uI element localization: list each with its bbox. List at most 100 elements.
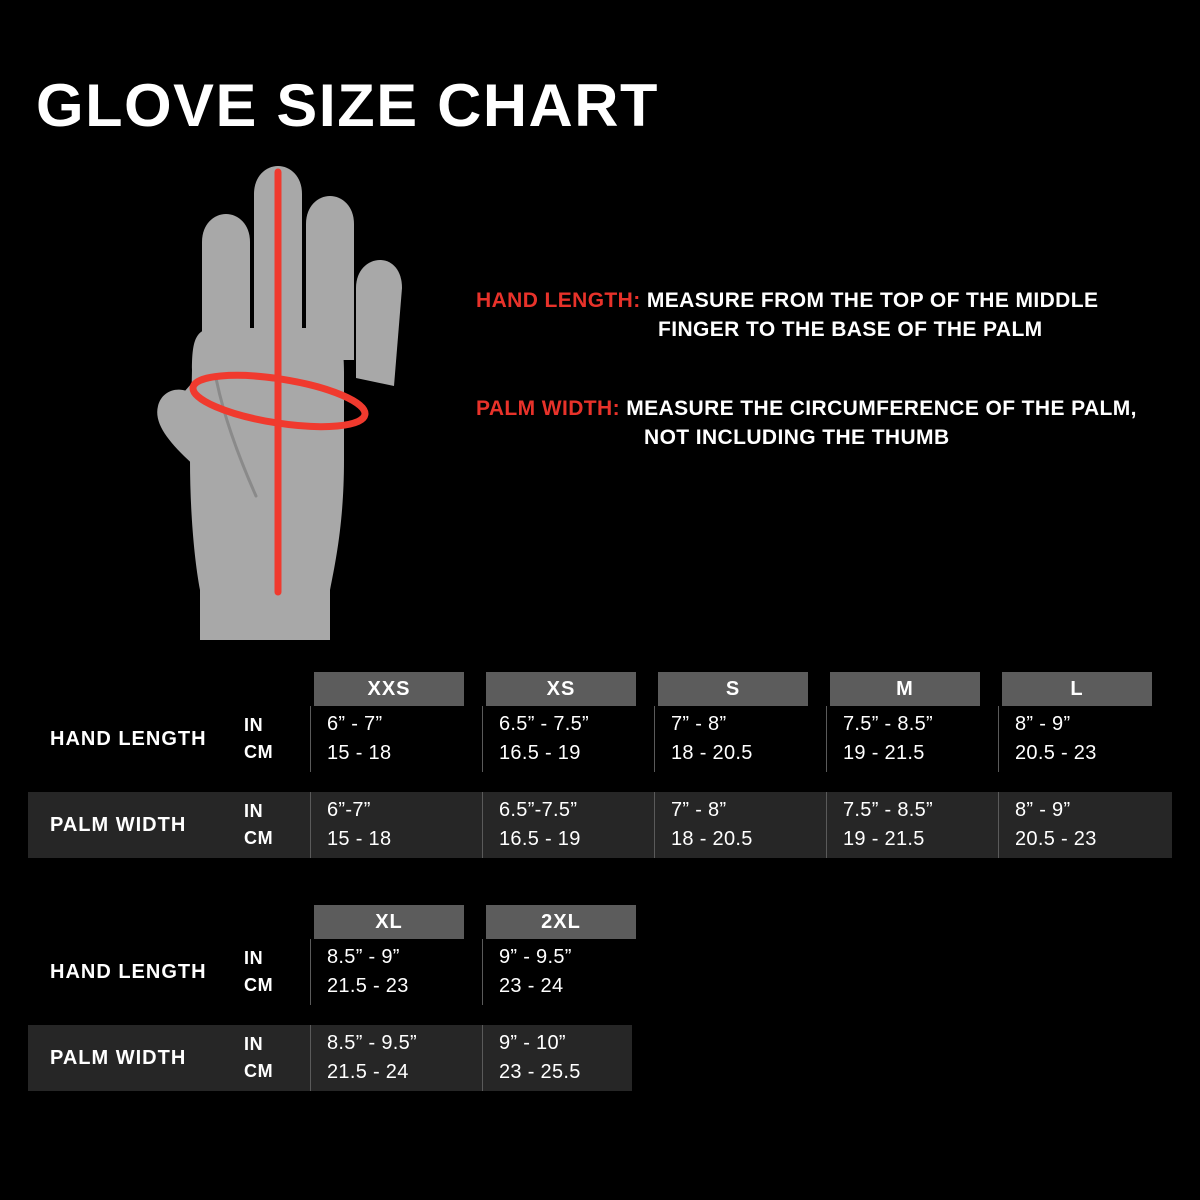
size-header-cell: L: [998, 672, 1170, 706]
legend-line-3: PALM WIDTH: MEASURE THE CIRCUMFERENCE OF…: [476, 394, 1176, 423]
size-table-extended: XL 2XL HAND LENGTH IN CM 8.5” - 9” 21.5 …: [28, 905, 636, 1091]
cell-value-cm: 18 - 20.5: [671, 828, 753, 850]
cell-value-cm: 16.5 - 19: [499, 742, 581, 764]
size-table-primary: XXS XS S M L HAND LENGTH IN CM 6” - 7” 1…: [28, 672, 1172, 858]
cell-value-cm: 15 - 18: [327, 828, 392, 850]
row-units: IN CM: [244, 939, 310, 1005]
cell-value-in: 7” - 8”: [671, 799, 727, 821]
size-header-cell: XL: [310, 905, 482, 939]
table-cell: 8” - 9” 20.5 - 23: [998, 706, 1170, 772]
legend-label-palm-width: PALM WIDTH:: [476, 397, 620, 420]
table-cell: 6.5” - 7.5” 16.5 - 19: [482, 706, 654, 772]
legend-label-hand-length: HAND LENGTH:: [476, 289, 641, 312]
cell-value-in: 8” - 9”: [1015, 799, 1071, 821]
cell-value-cm: 19 - 21.5: [843, 828, 925, 850]
table-cell: 8.5” - 9.5” 21.5 - 24: [310, 1025, 482, 1091]
header-spacer-label: [28, 905, 244, 939]
measurement-legend: HAND LENGTH: MEASURE FROM THE TOP OF THE…: [476, 286, 1176, 502]
size-header-cell: XS: [482, 672, 654, 706]
cell-value-cm: 15 - 18: [327, 742, 392, 764]
size-header-label: M: [830, 672, 980, 706]
cell-value-in: 8.5” - 9”: [327, 946, 400, 968]
cell-value-in: 8” - 9”: [1015, 713, 1071, 735]
cell-value-in: 6.5”-7.5”: [499, 799, 578, 821]
size-header-cell: M: [826, 672, 998, 706]
header-spacer-unit: [244, 905, 310, 939]
legend-line-1: HAND LENGTH: MEASURE FROM THE TOP OF THE…: [476, 286, 1176, 315]
cell-value-in: 6” - 7”: [327, 713, 383, 735]
table-cell: 8.5” - 9” 21.5 - 23: [310, 939, 482, 1005]
size-header-label: 2XL: [486, 905, 636, 939]
unit-in: IN: [244, 948, 264, 968]
cell-value-cm: 23 - 24: [499, 975, 564, 997]
table-header-row: XXS XS S M L: [28, 672, 1172, 706]
legend-text-hand-length-1: MEASURE FROM THE TOP OF THE MIDDLE: [646, 289, 1099, 312]
row-units: IN CM: [244, 706, 310, 772]
hand-illustration-svg: [157, 166, 402, 640]
cell-value-cm: 21.5 - 24: [327, 1061, 409, 1083]
row-divider: [28, 772, 1172, 792]
cell-value-cm: 20.5 - 23: [1015, 742, 1097, 764]
cell-value-in: 8.5” - 9.5”: [327, 1032, 417, 1054]
unit-cm: CM: [244, 742, 274, 762]
size-header-cell: S: [654, 672, 826, 706]
legend-text-palm-width-2: NOT INCLUDING THE THUMB: [644, 426, 950, 449]
table-row: PALM WIDTH IN CM 6”-7” 15 - 18 6.5”-7.5”…: [28, 792, 1172, 858]
table-cell: 9” - 10” 23 - 25.5: [482, 1025, 654, 1091]
table-cell: 7” - 8” 18 - 20.5: [654, 706, 826, 772]
unit-in: IN: [244, 1034, 264, 1054]
row-label: PALM WIDTH: [50, 1046, 187, 1069]
hand-silhouette: [157, 166, 402, 640]
legend-text-hand-length-2: FINGER TO THE BASE OF THE PALM: [658, 318, 1043, 341]
table-cell: 8” - 9” 20.5 - 23: [998, 792, 1170, 858]
cell-value-cm: 20.5 - 23: [1015, 828, 1097, 850]
legend-hand-length: HAND LENGTH: MEASURE FROM THE TOP OF THE…: [476, 286, 1176, 344]
row-label: HAND LENGTH: [50, 727, 207, 750]
header-spacer-label: [28, 672, 244, 706]
unit-cm: CM: [244, 975, 274, 995]
table-cell: 6.5”-7.5” 16.5 - 19: [482, 792, 654, 858]
cell-value-in: 6.5” - 7.5”: [499, 713, 589, 735]
cell-value-in: 7.5” - 8.5”: [843, 713, 933, 735]
cell-value-in: 9” - 9.5”: [499, 946, 572, 968]
hand-diagram: [140, 160, 460, 660]
row-label: PALM WIDTH: [50, 813, 187, 836]
unit-cm: CM: [244, 828, 274, 848]
row-label: HAND LENGTH: [50, 960, 207, 983]
size-header-label: L: [1002, 672, 1152, 706]
table-cell: 6” - 7” 15 - 18: [310, 706, 482, 772]
cell-value-cm: 18 - 20.5: [671, 742, 753, 764]
table-header-row: XL 2XL: [28, 905, 636, 939]
header-spacer-unit: [244, 672, 310, 706]
row-units: IN CM: [244, 1025, 310, 1091]
size-header-label: XS: [486, 672, 636, 706]
legend-line-2: FINGER TO THE BASE OF THE PALM: [476, 315, 1176, 344]
legend-line-4: NOT INCLUDING THE THUMB: [476, 423, 1176, 452]
cell-value-cm: 23 - 25.5: [499, 1061, 581, 1083]
table-cell: 6”-7” 15 - 18: [310, 792, 482, 858]
table-cell: 9” - 9.5” 23 - 24: [482, 939, 654, 1005]
table-row: PALM WIDTH IN CM 8.5” - 9.5” 21.5 - 24 9…: [28, 1025, 632, 1091]
cell-value-cm: 19 - 21.5: [843, 742, 925, 764]
page-title: GLOVE SIZE CHART: [36, 72, 659, 139]
table-cell: 7.5” - 8.5” 19 - 21.5: [826, 792, 998, 858]
cell-value-in: 7” - 8”: [671, 713, 727, 735]
unit-in: IN: [244, 715, 264, 735]
unit-in: IN: [244, 801, 264, 821]
cell-value-in: 7.5” - 8.5”: [843, 799, 933, 821]
unit-cm: CM: [244, 1061, 274, 1081]
size-header-cell: 2XL: [482, 905, 654, 939]
table-cell: 7.5” - 8.5” 19 - 21.5: [826, 706, 998, 772]
legend-text-palm-width-1: MEASURE THE CIRCUMFERENCE OF THE PALM,: [626, 397, 1137, 420]
cell-value-cm: 21.5 - 23: [327, 975, 409, 997]
table-row: HAND LENGTH IN CM 6” - 7” 15 - 18 6.5” -…: [28, 706, 1172, 772]
size-header-label: S: [658, 672, 808, 706]
size-header-label: XL: [314, 905, 464, 939]
legend-palm-width: PALM WIDTH: MEASURE THE CIRCUMFERENCE OF…: [476, 394, 1176, 452]
cell-value-in: 6”-7”: [327, 799, 371, 821]
row-units: IN CM: [244, 792, 310, 858]
size-header-cell: XXS: [310, 672, 482, 706]
table-row: HAND LENGTH IN CM 8.5” - 9” 21.5 - 23 9”…: [28, 939, 632, 1005]
row-divider: [28, 1005, 632, 1025]
